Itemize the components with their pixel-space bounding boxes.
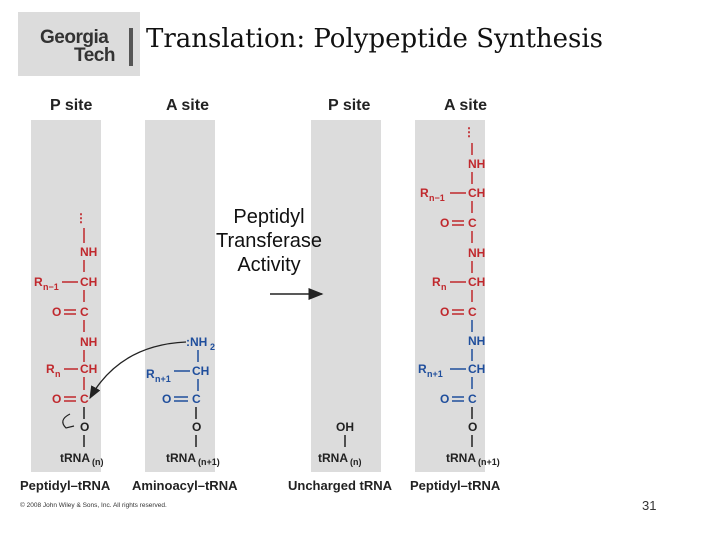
ribosome-strip-2 [145, 120, 215, 472]
logo-line-1: Georgia [40, 27, 109, 48]
header-a-site-left: A site [166, 97, 209, 114]
svg-text:O: O [80, 420, 89, 434]
svg-text:n+1: n+1 [155, 374, 171, 384]
svg-text:n−1: n−1 [43, 282, 59, 292]
copyright-text: © 2008 John Wiley & Sons, Inc. All right… [20, 502, 167, 509]
svg-text:CH: CH [192, 364, 209, 378]
svg-text:C: C [468, 216, 477, 230]
svg-text:tRNA: tRNA [166, 451, 196, 465]
svg-text:NH: NH [468, 334, 485, 348]
svg-text:n: n [441, 282, 447, 292]
svg-text:R: R [418, 362, 427, 376]
svg-text:CH: CH [468, 275, 485, 289]
svg-text:CH: CH [468, 362, 485, 376]
svg-text:2: 2 [210, 342, 215, 352]
svg-text:R: R [432, 275, 441, 289]
svg-text:n+1: n+1 [427, 369, 443, 379]
svg-text::NH: :NH [186, 335, 207, 349]
svg-text:NH: NH [80, 245, 97, 259]
svg-text:(n): (n) [350, 457, 362, 467]
header-p-site-left: P site [50, 97, 93, 114]
caption-peptidyl-trna-right: Peptidyl–tRNA [410, 478, 501, 493]
svg-text:tRNA: tRNA [60, 451, 90, 465]
svg-text:R: R [34, 275, 43, 289]
georgia-tech-logo: Georgia Tech [18, 12, 140, 76]
uncharged-trna-structure: OH tRNA (n) [318, 420, 362, 467]
svg-text:O: O [440, 305, 449, 319]
svg-text:n−1: n−1 [429, 193, 445, 203]
svg-text:(n+1): (n+1) [478, 457, 500, 467]
attack-arrow [89, 341, 187, 400]
svg-text:NH: NH [80, 335, 97, 349]
svg-text:⋮: ⋮ [463, 125, 475, 139]
slide-title: Translation: Polypeptide Synthesis [146, 24, 604, 54]
svg-text:O: O [162, 392, 171, 406]
svg-text:C: C [80, 305, 89, 319]
svg-text:n: n [55, 369, 61, 379]
peptidyl-transferase-label: Peptidyl Transferase Activity [216, 206, 322, 276]
svg-text:O: O [468, 420, 477, 434]
ribosome-strip-1 [31, 120, 101, 472]
ribosome-strip-4 [415, 120, 485, 472]
svg-text:tRNA: tRNA [446, 451, 476, 465]
svg-text:C: C [468, 392, 477, 406]
svg-text:C: C [468, 305, 477, 319]
caption-uncharged-trna: Uncharged tRNA [288, 478, 393, 493]
page-number: 31 [642, 498, 657, 513]
svg-text:R: R [420, 186, 429, 200]
svg-text:C: C [80, 392, 89, 406]
svg-text:NH: NH [468, 246, 485, 260]
svg-text:O: O [440, 216, 449, 230]
svg-text:CH: CH [80, 275, 97, 289]
svg-text:⋮: ⋮ [75, 211, 87, 225]
svg-text:O: O [52, 392, 61, 406]
svg-text:O: O [52, 305, 61, 319]
svg-text:OH: OH [336, 420, 354, 434]
svg-text:R: R [46, 362, 55, 376]
svg-text:O: O [440, 392, 449, 406]
svg-text:O: O [192, 420, 201, 434]
logo-bar [129, 28, 133, 66]
svg-text:(n): (n) [92, 457, 104, 467]
caption-peptidyl-trna-left: Peptidyl–tRNA [20, 478, 111, 493]
svg-text:CH: CH [468, 186, 485, 200]
svg-text:R: R [146, 367, 155, 381]
svg-text:tRNA: tRNA [318, 451, 348, 465]
caption-aminoacyl-trna: Aminoacyl–tRNA [132, 478, 238, 493]
svg-text:NH: NH [468, 157, 485, 171]
logo-line-2: Tech [74, 45, 115, 66]
svg-text:C: C [192, 392, 201, 406]
header-p-site-right: P site [328, 97, 371, 114]
svg-text:(n+1): (n+1) [198, 457, 220, 467]
header-a-site-right: A site [444, 97, 487, 114]
svg-text:CH: CH [80, 362, 97, 376]
